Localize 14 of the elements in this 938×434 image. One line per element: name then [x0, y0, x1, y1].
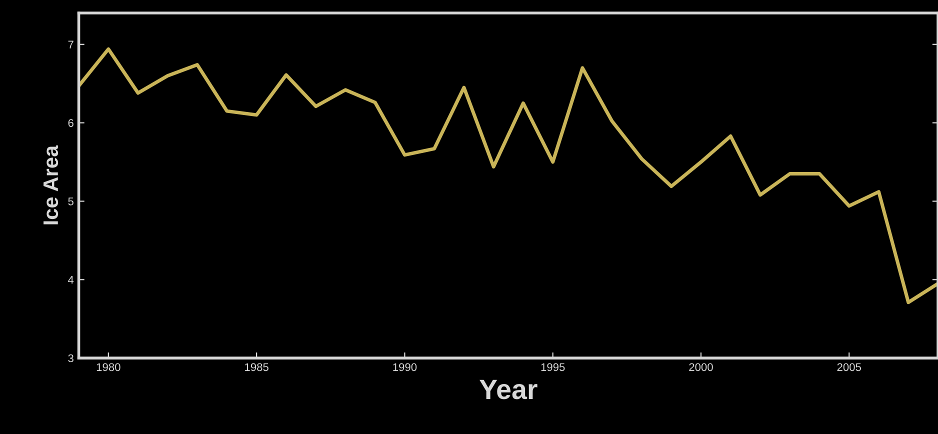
y-tick-label: 7: [68, 40, 74, 48]
line-series: [78, 47, 938, 304]
x-tick-label: 1980: [96, 363, 120, 372]
x-tick-label: 2000: [689, 363, 713, 372]
y-tick-label: 6: [68, 119, 74, 127]
y-tick-label: 5: [68, 198, 74, 206]
y-tick-label: 3: [68, 354, 74, 362]
x-axis-title: Year: [480, 380, 538, 400]
x-tick-label: 1990: [393, 363, 417, 372]
x-tick-label: 1995: [541, 363, 565, 372]
x-tick-label: 1985: [245, 363, 268, 372]
y-axis-title: Ice Area: [44, 145, 58, 224]
y-tick-label: 4: [68, 276, 74, 284]
x-tick-label: 2005: [837, 363, 862, 372]
